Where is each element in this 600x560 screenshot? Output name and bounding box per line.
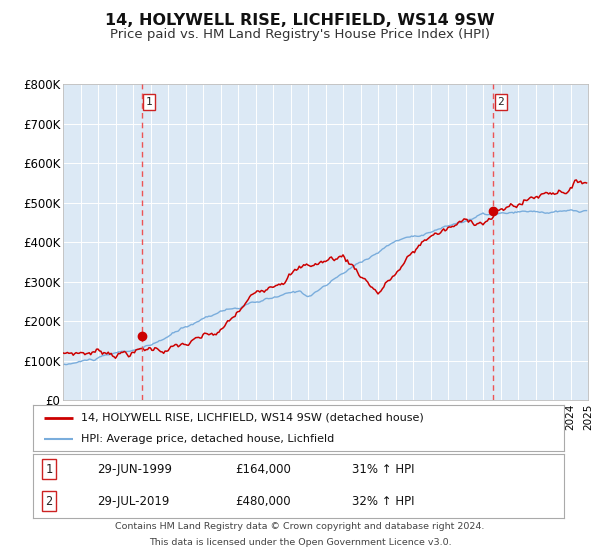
Text: Contains HM Land Registry data © Crown copyright and database right 2024.: Contains HM Land Registry data © Crown c… — [115, 522, 485, 531]
Text: 2: 2 — [46, 494, 52, 508]
Text: 1: 1 — [146, 97, 152, 107]
Text: This data is licensed under the Open Government Licence v3.0.: This data is licensed under the Open Gov… — [149, 538, 451, 547]
Text: 31% ↑ HPI: 31% ↑ HPI — [352, 463, 414, 475]
Text: £480,000: £480,000 — [235, 494, 290, 508]
Text: 32% ↑ HPI: 32% ↑ HPI — [352, 494, 414, 508]
Text: 14, HOLYWELL RISE, LICHFIELD, WS14 9SW (detached house): 14, HOLYWELL RISE, LICHFIELD, WS14 9SW (… — [81, 413, 424, 423]
Text: 14, HOLYWELL RISE, LICHFIELD, WS14 9SW: 14, HOLYWELL RISE, LICHFIELD, WS14 9SW — [105, 13, 495, 28]
Text: Price paid vs. HM Land Registry's House Price Index (HPI): Price paid vs. HM Land Registry's House … — [110, 28, 490, 41]
Text: 29-JUN-1999: 29-JUN-1999 — [97, 463, 172, 475]
Text: 29-JUL-2019: 29-JUL-2019 — [97, 494, 169, 508]
Text: 2: 2 — [497, 97, 504, 107]
Text: HPI: Average price, detached house, Lichfield: HPI: Average price, detached house, Lich… — [81, 435, 334, 444]
Text: £164,000: £164,000 — [235, 463, 290, 475]
Text: 1: 1 — [46, 463, 52, 475]
